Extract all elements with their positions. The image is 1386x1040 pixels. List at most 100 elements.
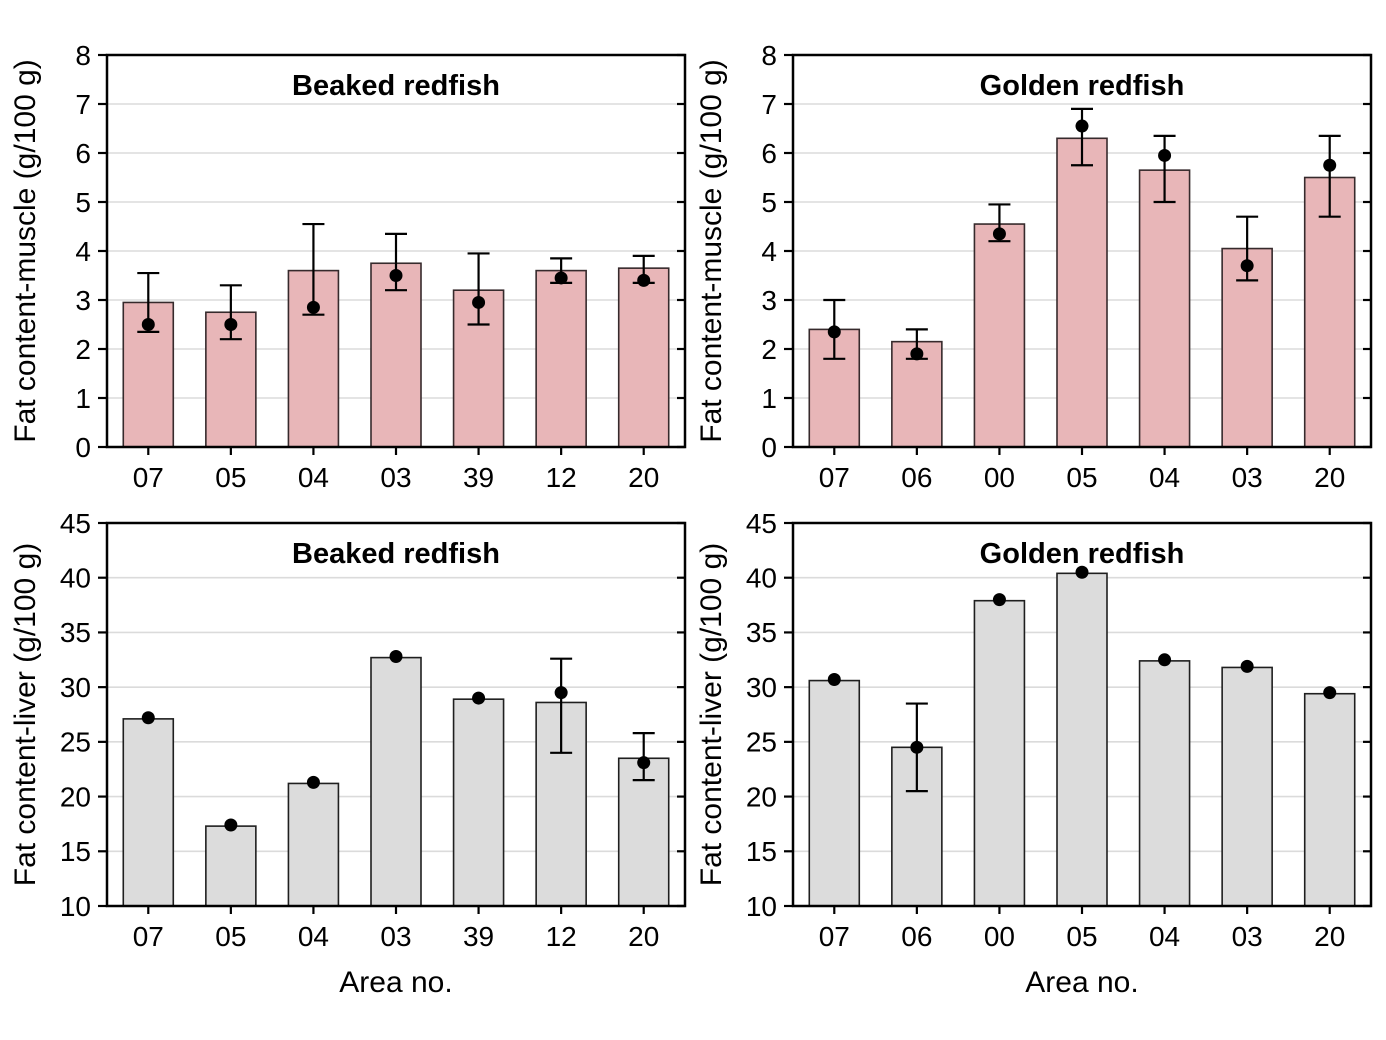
y-tick-label: 15 [746, 836, 777, 867]
x-tick-label: 03 [380, 462, 411, 493]
bar [1303, 692, 1356, 907]
x-tick-label: 12 [546, 921, 577, 952]
y-tick-label: 8 [75, 40, 91, 71]
y-tick-label: 5 [761, 187, 777, 218]
panel-title: Golden redfish [980, 538, 1185, 570]
y-axis-label: Fat content-liver (g/100 g) [695, 543, 728, 887]
x-tick-label: 07 [819, 462, 850, 493]
mean-dot [827, 325, 841, 339]
bar [1138, 660, 1191, 907]
y-tick-label: 10 [60, 891, 91, 922]
mean-dot [1075, 565, 1089, 579]
mean-dot [224, 818, 238, 832]
x-tick-label: 06 [901, 462, 932, 493]
y-tick-label: 45 [60, 508, 91, 539]
y-axis-label: Fat content-muscle (g/100 g) [695, 59, 728, 443]
mean-dot [992, 593, 1006, 607]
panel-liver-golden-redfish: 10 15 20 25 30 35 40 45 07 06 00 05 04 03 20 Golden red… [695, 508, 1373, 999]
mean-dot [1240, 259, 1254, 273]
bar [122, 718, 175, 907]
x-tick-label: 04 [1149, 921, 1180, 952]
mean-dot [910, 347, 924, 361]
y-tick-label: 40 [746, 563, 777, 594]
y-tick-label: 0 [75, 432, 91, 463]
mean-dot [992, 227, 1006, 241]
y-tick-label: 20 [746, 781, 777, 812]
mean-dot [472, 295, 486, 309]
x-tick-label: 03 [380, 921, 411, 952]
panel-muscle-golden-redfish: 0 1 2 3 4 5 6 7 8 07 06 00 05 04 03 20 Golden redfish Fat… [695, 40, 1373, 493]
x-tick-label: 05 [215, 462, 246, 493]
x-tick-label: 20 [1314, 462, 1345, 493]
panel-title: Beaked redfish [292, 70, 500, 102]
mean-dot [827, 672, 841, 686]
y-tick-label: 30 [60, 672, 91, 703]
mean-dot [141, 318, 155, 331]
y-tick-label: 10 [746, 891, 777, 922]
x-tick-label: 00 [984, 921, 1015, 952]
panel-liver-beaked-redfish: 10 15 20 25 30 35 40 45 07 05 04 03 39 12 20 Beaked red… [9, 508, 687, 999]
bar [808, 679, 861, 907]
bar [973, 599, 1026, 907]
x-axis-label: Area no. [339, 966, 452, 999]
x-tick-label: 03 [1232, 462, 1263, 493]
mean-dot [1075, 119, 1089, 133]
y-axis-label: Fat content-muscle (g/100 g) [9, 59, 42, 443]
mean-dot [554, 686, 568, 700]
x-tick-label: 39 [463, 462, 494, 493]
mean-dot [389, 650, 403, 664]
bar [1056, 137, 1108, 448]
x-tick-label: 05 [1066, 462, 1097, 493]
x-axis-label: Area no. [1025, 966, 1138, 999]
bar [287, 782, 340, 907]
y-tick-label: 4 [75, 236, 91, 267]
mean-dot [1323, 158, 1337, 172]
y-tick-label: 25 [60, 727, 91, 758]
mean-dot [224, 318, 238, 331]
bar [1138, 169, 1191, 448]
x-tick-label: 00 [984, 462, 1015, 493]
x-tick-label: 04 [298, 462, 329, 493]
bar [370, 656, 422, 907]
bar [370, 262, 422, 448]
x-tick-label: 04 [298, 921, 329, 952]
panel-title: Golden redfish [980, 70, 1185, 102]
y-tick-label: 45 [746, 508, 777, 539]
y-tick-label: 6 [761, 138, 777, 169]
bar [1221, 247, 1273, 448]
y-tick-label: 8 [761, 40, 777, 71]
y-axis-label: Fat content-liver (g/100 g) [9, 543, 42, 887]
mean-dot [1240, 659, 1254, 673]
bar [1303, 176, 1356, 448]
mean-dot [1158, 653, 1172, 667]
mean-dot [306, 300, 320, 314]
y-tick-label: 3 [761, 285, 777, 316]
y-tick-label: 7 [761, 89, 777, 120]
bar [1221, 666, 1273, 907]
y-tick-label: 2 [75, 334, 91, 365]
mean-dot [910, 740, 924, 754]
bar [205, 825, 257, 907]
y-tick-label: 3 [75, 285, 91, 316]
x-tick-label: 20 [628, 921, 659, 952]
mean-dot [389, 269, 403, 282]
panel-title: Beaked redfish [292, 538, 500, 570]
bar [973, 223, 1026, 448]
x-tick-label: 12 [546, 462, 577, 493]
x-tick-label: 05 [215, 921, 246, 952]
x-tick-label: 07 [133, 921, 164, 952]
y-tick-label: 35 [60, 617, 91, 648]
y-tick-label: 4 [761, 236, 777, 267]
y-tick-label: 40 [60, 563, 91, 594]
y-tick-label: 2 [761, 334, 777, 365]
y-tick-label: 15 [60, 836, 91, 867]
x-tick-label: 05 [1066, 921, 1097, 952]
bar [1056, 572, 1108, 907]
y-tick-label: 30 [746, 672, 777, 703]
mean-dot [472, 691, 486, 705]
x-tick-label: 07 [133, 462, 164, 493]
bar [617, 267, 670, 448]
x-tick-label: 04 [1149, 462, 1180, 493]
